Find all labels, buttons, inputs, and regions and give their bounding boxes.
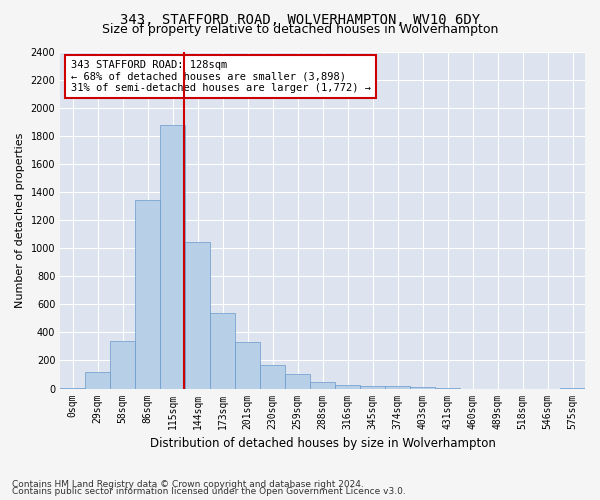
Bar: [185, 242, 210, 388]
X-axis label: Distribution of detached houses by size in Wolverhampton: Distribution of detached houses by size …: [149, 437, 496, 450]
Bar: [260, 366, 285, 388]
Bar: [335, 385, 360, 388]
Text: Size of property relative to detached houses in Wolverhampton: Size of property relative to detached ho…: [102, 22, 498, 36]
Bar: [235, 342, 260, 388]
Text: Contains HM Land Registry data © Crown copyright and database right 2024.: Contains HM Land Registry data © Crown c…: [12, 480, 364, 489]
Text: 343 STAFFORD ROAD: 128sqm
← 68% of detached houses are smaller (3,898)
31% of se: 343 STAFFORD ROAD: 128sqm ← 68% of detac…: [71, 60, 371, 93]
Bar: [110, 341, 135, 388]
Bar: [135, 200, 160, 388]
Y-axis label: Number of detached properties: Number of detached properties: [15, 132, 25, 308]
Text: 343, STAFFORD ROAD, WOLVERHAMPTON, WV10 6DY: 343, STAFFORD ROAD, WOLVERHAMPTON, WV10 …: [120, 12, 480, 26]
Bar: [85, 372, 110, 388]
Bar: [410, 387, 435, 388]
Bar: [310, 382, 335, 388]
Bar: [385, 386, 410, 388]
Bar: [210, 312, 235, 388]
Text: Contains public sector information licensed under the Open Government Licence v3: Contains public sector information licen…: [12, 487, 406, 496]
Bar: [285, 374, 310, 388]
Bar: [360, 386, 385, 388]
Bar: [160, 124, 185, 388]
